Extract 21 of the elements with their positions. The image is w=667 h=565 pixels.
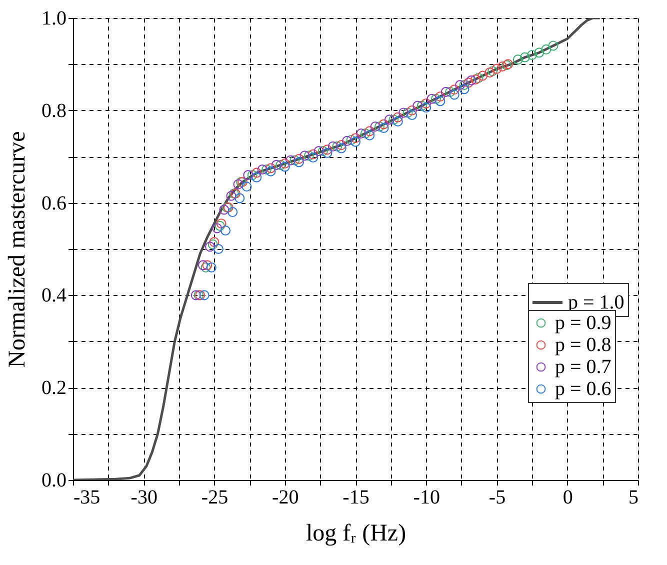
y-tick-label: 0.2 xyxy=(42,377,66,400)
legend-label: p = 0.6 xyxy=(555,378,612,400)
y-tick-label: 0.4 xyxy=(42,284,66,307)
x-tick-label: -20 xyxy=(272,486,299,508)
x-axis-title: log fᵣ (Hz) xyxy=(306,520,406,546)
y-tick-label: 1.0 xyxy=(42,8,66,30)
x-tick-label: -30 xyxy=(130,486,158,508)
x-tick-label: -10 xyxy=(413,486,440,508)
x-tick-label: -5 xyxy=(488,486,506,508)
y-axis-title: Normalized mastercurve xyxy=(4,131,30,368)
legend-label: p = 0.7 xyxy=(555,356,612,378)
y-tick-label: 0.0 xyxy=(42,470,66,492)
legend-label: p = 0.8 xyxy=(555,334,612,356)
y-tick-label: 0.6 xyxy=(42,192,66,214)
x-tick-label: 5 xyxy=(628,486,638,508)
x-tick-label: -35 xyxy=(74,486,100,508)
x-tick-label: 0 xyxy=(562,486,573,508)
legend-label: p = 0.9 xyxy=(555,312,612,334)
x-tick-label: -15 xyxy=(342,486,370,508)
x-tick-label: -25 xyxy=(201,486,228,508)
y-tick-label: 0.8 xyxy=(42,100,66,122)
